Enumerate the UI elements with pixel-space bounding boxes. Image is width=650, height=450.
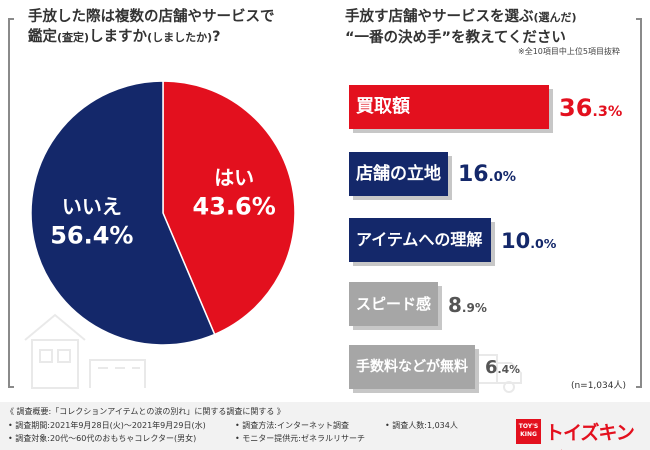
- bar-category-label: 買取額: [356, 96, 410, 117]
- bar-category-label: アイテムへの理解: [356, 230, 483, 249]
- survey-provider: • モニター提供元:ゼネラルリサーチ: [235, 434, 365, 443]
- bar-value-label: 16.0%: [458, 162, 517, 187]
- left-question-title: 手放した際は複数の店舗やサービスで 鑑定(査定)しますか(しましたか)?: [28, 7, 298, 48]
- bar: [349, 218, 491, 262]
- pie-chart: はい 43.6% いいえ 56.4%: [30, 80, 296, 346]
- bar: [349, 345, 475, 389]
- left-q-end: ?: [212, 29, 221, 45]
- pie-slice-no: [30, 80, 216, 346]
- survey-target: • 調査対象:20代〜60代のおもちゃコレクター(男女): [8, 434, 197, 443]
- logo-box-line2: KING: [520, 431, 537, 438]
- right-question-line1: 手放す店舗やサービスを選ぶ(選んだ): [345, 7, 635, 28]
- bar-category-label: 手数料などが無料: [356, 359, 468, 375]
- bar: [349, 152, 448, 196]
- survey-title: 《 調査概要:「コレクションアイテムとの涙の別れ」に関する調査に関する 》: [6, 407, 285, 416]
- right-question-note: ※全10項目中上位5項目抜粋: [518, 47, 620, 56]
- bar-category-label: 店舗の立地: [356, 164, 441, 184]
- bar: [349, 282, 438, 326]
- pie-slice-label: はい: [214, 166, 254, 190]
- pie-slice-yes: [162, 80, 296, 336]
- right-q-text: 手放す店舗やサービスを選ぶ: [345, 9, 534, 25]
- right-question-title: 手放す店舗やサービスを選ぶ(選んだ) “一番の決め手”を教えてください: [345, 7, 635, 48]
- left-q-paren1: (査定): [57, 31, 90, 44]
- left-q-mid: しますか: [89, 29, 148, 45]
- survey-footer: 《 調査概要:「コレクションアイテムとの涙の別れ」に関する調査に関する 》 • …: [0, 402, 650, 450]
- right-q-paren: (選んだ): [533, 11, 577, 24]
- logo-box-line1: TOY'S: [518, 423, 539, 430]
- bar-value-label: 6.4%: [485, 357, 520, 378]
- survey-period: • 調査期間:2021年9月28日(火)〜2021年9月29日(水): [8, 421, 206, 430]
- pie-slice-label: いいえ: [62, 194, 122, 218]
- toys-king-logo-text: トイズキング: [545, 422, 635, 450]
- pie-slice-value: 56.4%: [50, 221, 133, 249]
- survey-method: • 調査方法:インターネット調査: [235, 421, 349, 430]
- bar: [349, 85, 549, 129]
- right-question-line2: “一番の決め手”を教えてください: [345, 30, 566, 46]
- right-panel-frame: [636, 18, 642, 388]
- left-q-text: 鑑定: [28, 29, 57, 45]
- sample-size-note: (n=1,034人): [570, 381, 626, 391]
- survey-count: • 調査人数:1,034人: [385, 421, 458, 430]
- house-illustration: [24, 313, 146, 389]
- pie-slice-value: 43.6%: [193, 193, 276, 221]
- left-question-line2: 鑑定(査定)しますか(しましたか)?: [28, 27, 294, 48]
- bar-value-label: 8.9%: [448, 293, 487, 317]
- left-question-line1: 手放した際は複数の店舗やサービスで: [28, 9, 275, 25]
- left-panel-frame: [8, 18, 14, 388]
- bar-value-label: 36.3%: [559, 94, 623, 122]
- bar-value-label: 10.0%: [501, 229, 557, 253]
- bar-category-label: スピード感: [356, 295, 432, 313]
- left-q-paren2: (しましたか): [147, 31, 213, 44]
- toys-king-logo-box: TOY'S KING: [516, 419, 541, 444]
